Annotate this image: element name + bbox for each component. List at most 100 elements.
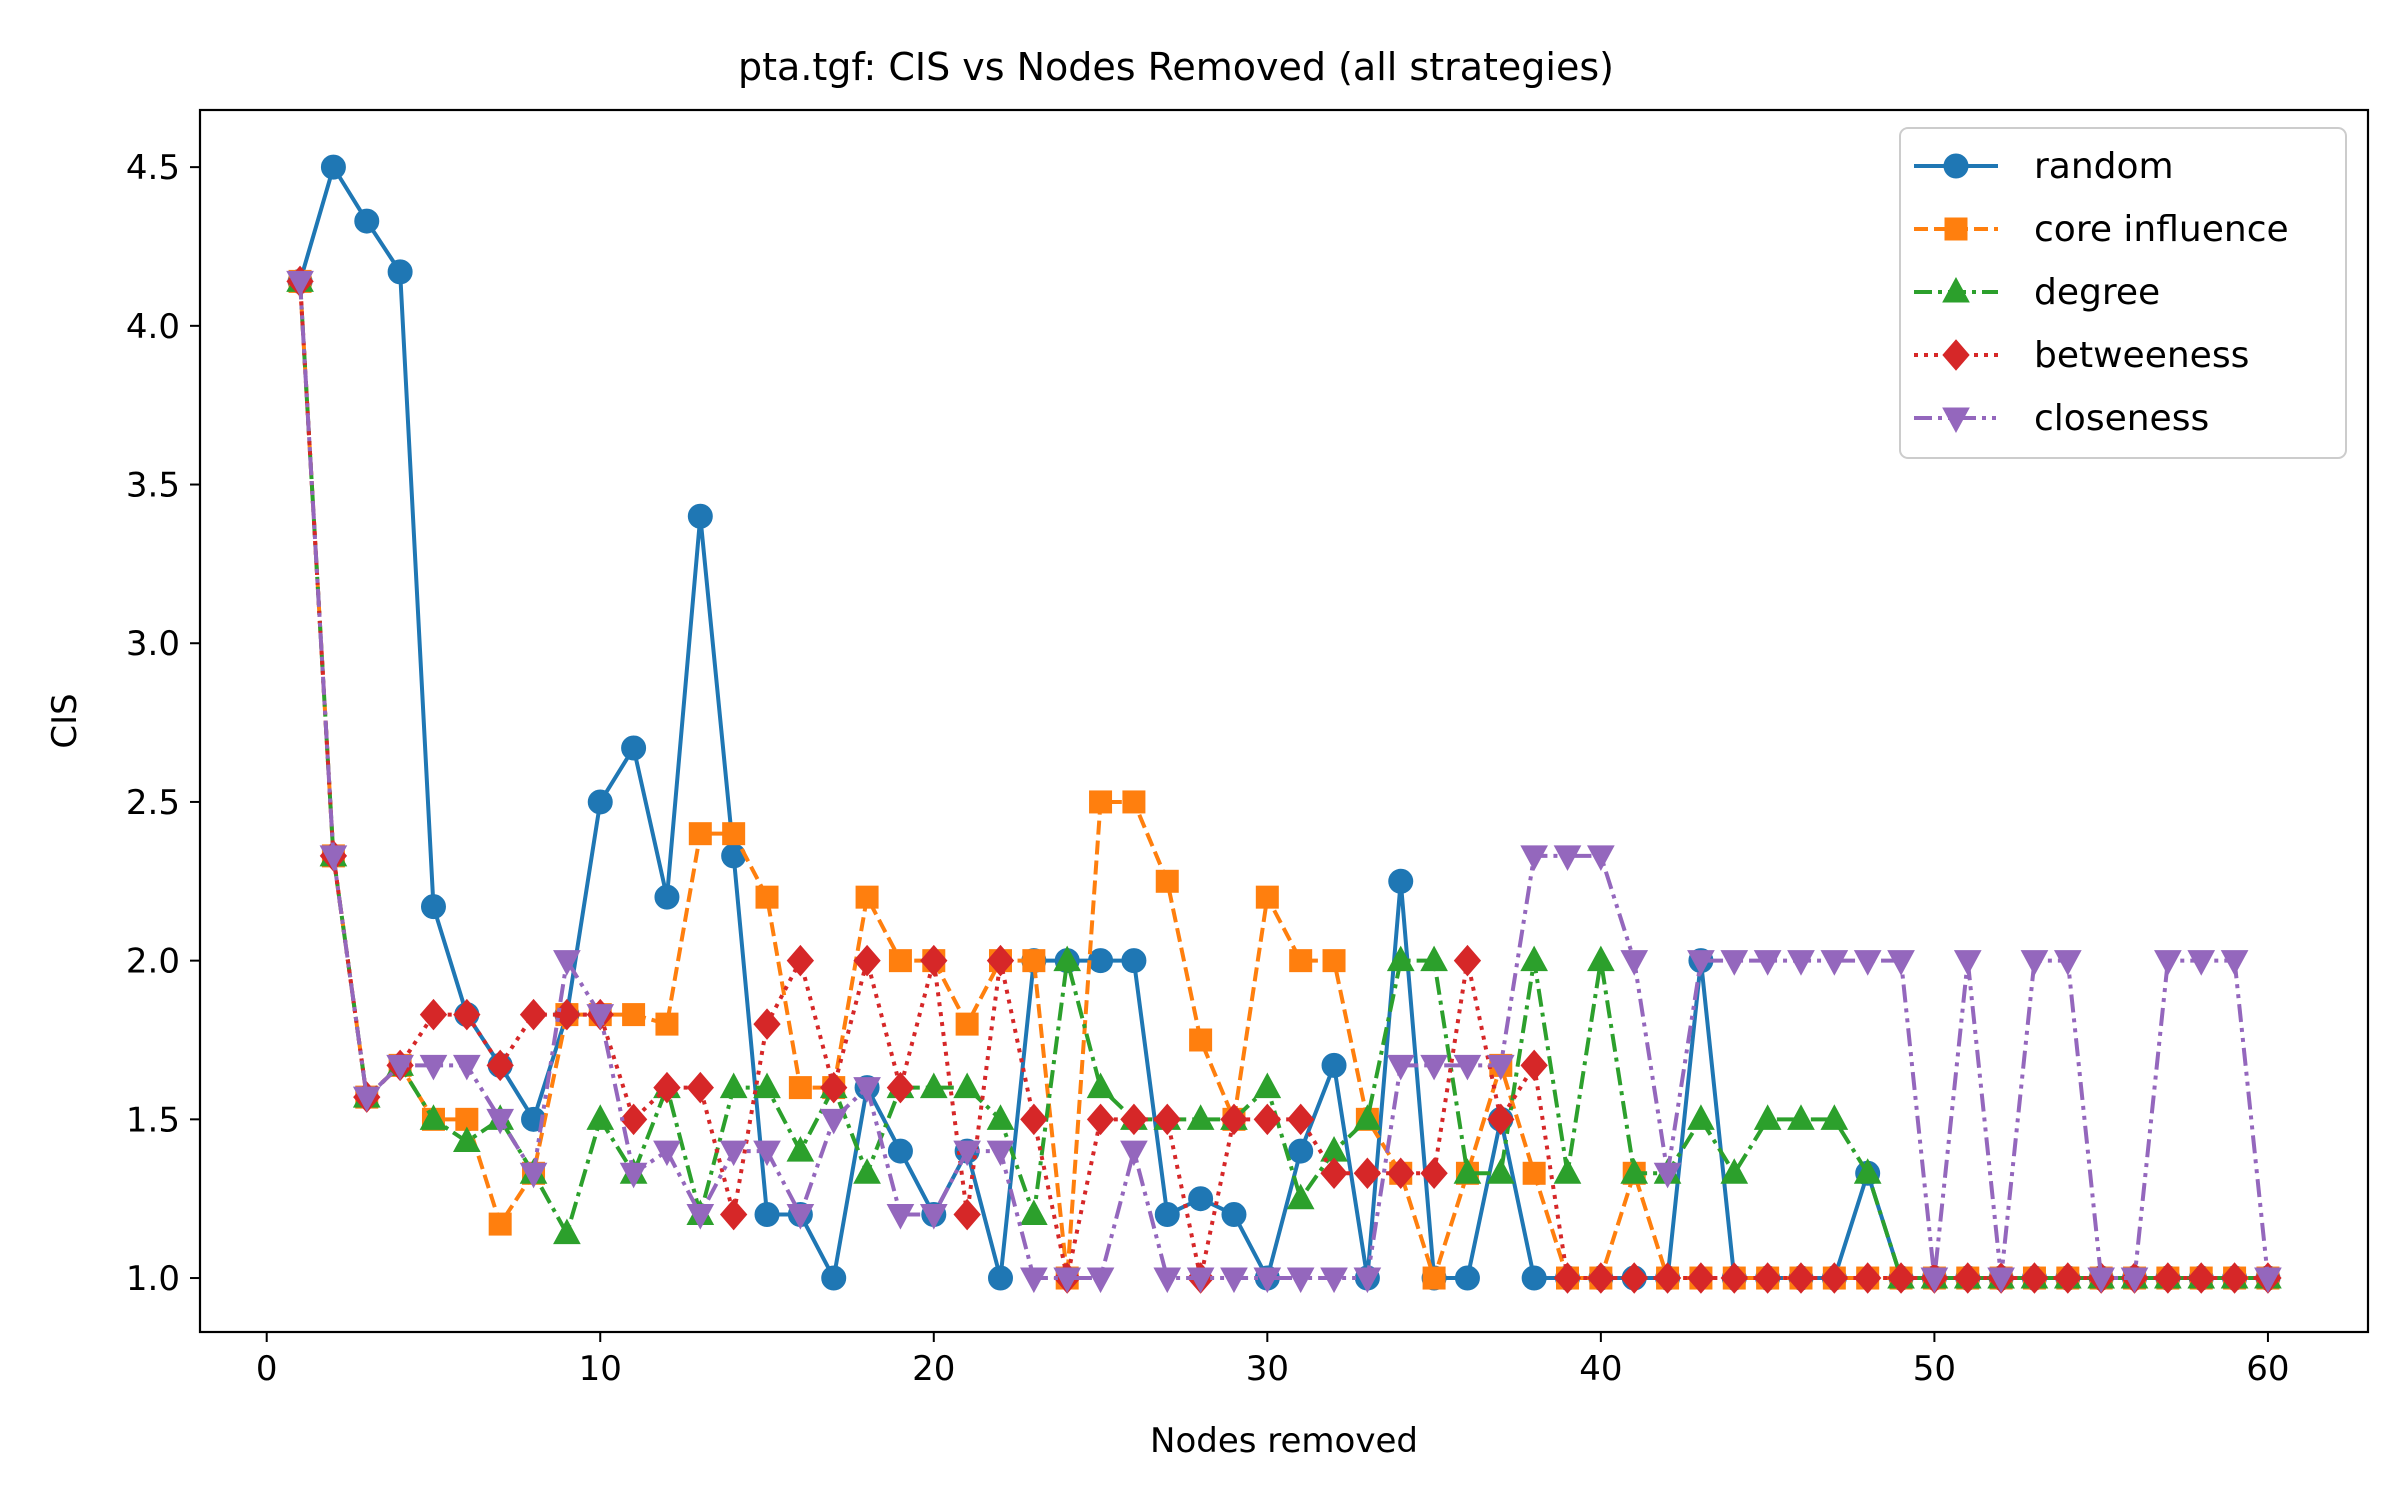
data-point-closeness xyxy=(1720,950,1749,976)
data-point-betweeness xyxy=(1520,1049,1548,1082)
data-point-core-influence xyxy=(1289,949,1313,973)
data-point-closeness xyxy=(1620,950,1649,976)
data-point-betweeness xyxy=(1587,1262,1615,1294)
data-point-closeness xyxy=(319,845,348,871)
data-point-random xyxy=(887,1138,913,1164)
data-point-closeness xyxy=(386,1054,414,1081)
legend-label-closeness: closeness xyxy=(2034,398,2209,439)
y-tick-label: 2.5 xyxy=(126,783,180,823)
data-point-betweeness xyxy=(2020,1262,2049,1294)
data-point-random xyxy=(1521,1265,1547,1291)
series-line-core-influence xyxy=(298,281,2268,1281)
data-point-betweeness xyxy=(1720,1262,1748,1294)
legend-marker-random xyxy=(1943,153,1969,179)
data-point-closeness xyxy=(1053,1267,1082,1294)
data-point-betweeness xyxy=(2054,1262,2082,1294)
data-point-random xyxy=(1188,1186,1214,1212)
data-point-degree xyxy=(1086,1072,1115,1099)
x-tick-label: 0 xyxy=(256,1349,278,1389)
data-point-closeness xyxy=(2087,1267,2116,1294)
data-point-core-influence xyxy=(855,885,879,909)
data-point-core-influence xyxy=(955,1012,979,1036)
data-point-betweeness xyxy=(1453,944,1482,977)
data-point-degree xyxy=(719,1072,748,1099)
data-point-degree xyxy=(1753,1104,1782,1130)
data-point-core-influence xyxy=(1022,949,1046,973)
data-point-random xyxy=(354,208,380,234)
data-point-random xyxy=(721,843,747,869)
y-tick-label: 4.5 xyxy=(126,148,180,188)
data-point-betweeness xyxy=(886,1071,915,1104)
data-point-closeness xyxy=(486,1108,515,1135)
data-point-degree xyxy=(1186,1104,1215,1130)
data-point-random xyxy=(420,894,446,920)
data-point-betweeness xyxy=(853,944,881,977)
data-point-random xyxy=(1154,1202,1180,1228)
data-point-closeness xyxy=(352,1086,381,1113)
data-point-degree xyxy=(1486,1158,1515,1184)
data-point-closeness xyxy=(1753,950,1782,976)
data-point-degree xyxy=(1453,1158,1482,1184)
legend-label-core-influence: core influence xyxy=(2034,209,2289,250)
data-point-degree xyxy=(953,1072,981,1099)
data-point-core-influence xyxy=(1255,885,1279,909)
data-point-closeness xyxy=(1887,950,1915,976)
data-point-degree xyxy=(419,1104,448,1130)
data-point-betweeness xyxy=(1253,1103,1281,1136)
data-point-betweeness xyxy=(753,1008,781,1040)
data-point-closeness xyxy=(1386,1054,1415,1081)
x-tick-label: 50 xyxy=(1913,1349,1956,1389)
data-point-betweeness xyxy=(1820,1262,1849,1294)
data-point-core-influence xyxy=(488,1212,512,1236)
data-point-degree xyxy=(1053,945,1082,972)
data-point-random xyxy=(1388,868,1414,894)
data-point-betweeness xyxy=(1687,1262,1715,1294)
data-point-betweeness xyxy=(653,1071,681,1104)
data-point-degree xyxy=(1720,1158,1749,1184)
data-point-closeness xyxy=(1520,845,1548,871)
plot-area xyxy=(198,108,2370,1334)
data-point-closeness xyxy=(953,1140,981,1167)
chart-title: pta.tgf: CIS vs Nodes Removed (all strat… xyxy=(738,45,1614,89)
y-tick-label: 4.0 xyxy=(126,307,180,347)
data-point-closeness xyxy=(1820,950,1849,976)
data-point-random xyxy=(821,1265,847,1291)
series-layer xyxy=(286,154,2282,1294)
data-point-betweeness xyxy=(1020,1103,1048,1136)
legend-label-degree: degree xyxy=(2034,272,2160,313)
x-tick-label: 60 xyxy=(2246,1349,2289,1389)
data-point-closeness xyxy=(2187,950,2216,976)
data-point-core-influence xyxy=(688,822,712,846)
data-point-closeness xyxy=(2154,950,2182,976)
data-point-random xyxy=(587,789,613,815)
data-point-degree xyxy=(1386,945,1415,972)
y-tick-label: 3.0 xyxy=(126,624,180,664)
data-point-random xyxy=(1321,1052,1347,1078)
y-tick-label: 1.5 xyxy=(126,1100,180,1140)
data-point-degree xyxy=(786,1136,815,1162)
data-point-core-influence xyxy=(788,1076,812,1100)
data-point-closeness xyxy=(2120,1267,2149,1294)
data-point-betweeness xyxy=(2220,1262,2249,1294)
data-point-degree xyxy=(586,1104,615,1130)
data-point-closeness xyxy=(1086,1267,1115,1294)
data-point-closeness xyxy=(2254,1267,2282,1294)
x-axis: 0 10 20 30 40 50 60 xyxy=(256,1332,2290,1389)
data-point-closeness xyxy=(1286,1267,1315,1294)
data-point-degree xyxy=(1853,1158,1882,1184)
data-point-random xyxy=(1454,1265,1480,1291)
data-point-closeness xyxy=(1587,845,1615,871)
data-point-betweeness xyxy=(1620,1262,1648,1294)
legend-label-betweeness: betweeness xyxy=(2034,335,2249,376)
data-point-closeness xyxy=(1453,1054,1482,1081)
data-point-closeness xyxy=(853,1077,881,1103)
data-point-random xyxy=(320,154,346,180)
data-point-closeness xyxy=(1486,1054,1515,1081)
data-point-random xyxy=(754,1202,780,1228)
data-point-closeness xyxy=(819,1108,848,1135)
data-point-closeness xyxy=(1853,950,1882,976)
data-point-closeness xyxy=(1953,950,1982,976)
data-point-degree xyxy=(986,1104,1015,1130)
data-point-betweeness xyxy=(1353,1157,1382,1190)
data-point-closeness xyxy=(286,270,314,297)
